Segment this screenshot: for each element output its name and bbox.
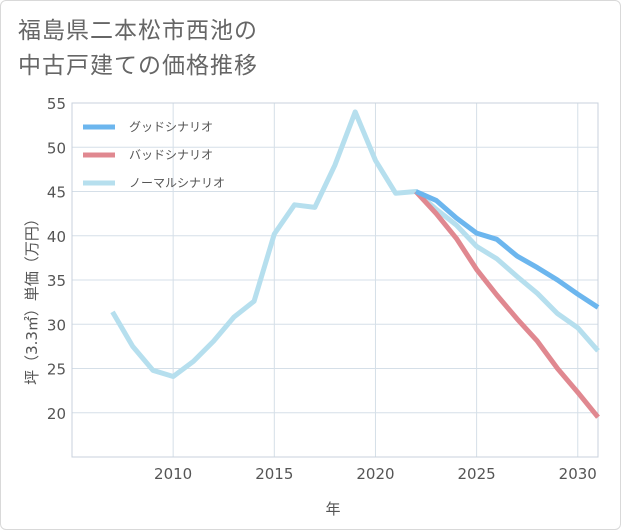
y-tick-label: 30 <box>47 316 66 334</box>
y-tick-label: 35 <box>47 272 66 290</box>
x-tick-label: 2015 <box>255 465 293 483</box>
series-line-good <box>414 189 600 310</box>
x-tick-label: 2030 <box>559 465 597 483</box>
y-axis-label: 坪（3.3㎡）単価（万円） <box>23 211 41 385</box>
y-tick-label: 50 <box>47 139 66 157</box>
series-line-bad <box>414 189 600 419</box>
x-tick-label: 2020 <box>356 465 394 483</box>
y-axis-ticks: 20 25 30 35 40 45 50 55 <box>47 95 66 423</box>
series-lines <box>110 109 600 419</box>
y-tick-label: 45 <box>47 184 66 202</box>
legend-label-normal: ノーマルシナリオ <box>129 176 225 190</box>
y-tick-label: 55 <box>47 95 66 113</box>
x-axis-ticks: 2010 2015 2020 2025 2030 <box>154 465 597 483</box>
x-tick-label: 2025 <box>458 465 496 483</box>
chart-title-line-2: 中古戸建ての価格推移 <box>18 53 258 79</box>
series-line-normal <box>110 109 600 379</box>
x-axis-label: 年 <box>325 500 340 518</box>
legend-label-good: グッドシナリオ <box>129 120 213 134</box>
x-tick-label: 2010 <box>154 465 192 483</box>
y-tick-label: 25 <box>47 361 66 379</box>
plot-area <box>71 102 599 458</box>
chart-title-line-1: 福島県二本松市西池の <box>18 18 258 44</box>
y-tick-label: 40 <box>47 228 66 246</box>
legend-label-bad: バッドシナリオ <box>129 148 213 162</box>
y-tick-label: 20 <box>47 405 66 423</box>
chart-title: 福島県二本松市西池の 中古戸建ての価格推移 <box>18 14 258 84</box>
